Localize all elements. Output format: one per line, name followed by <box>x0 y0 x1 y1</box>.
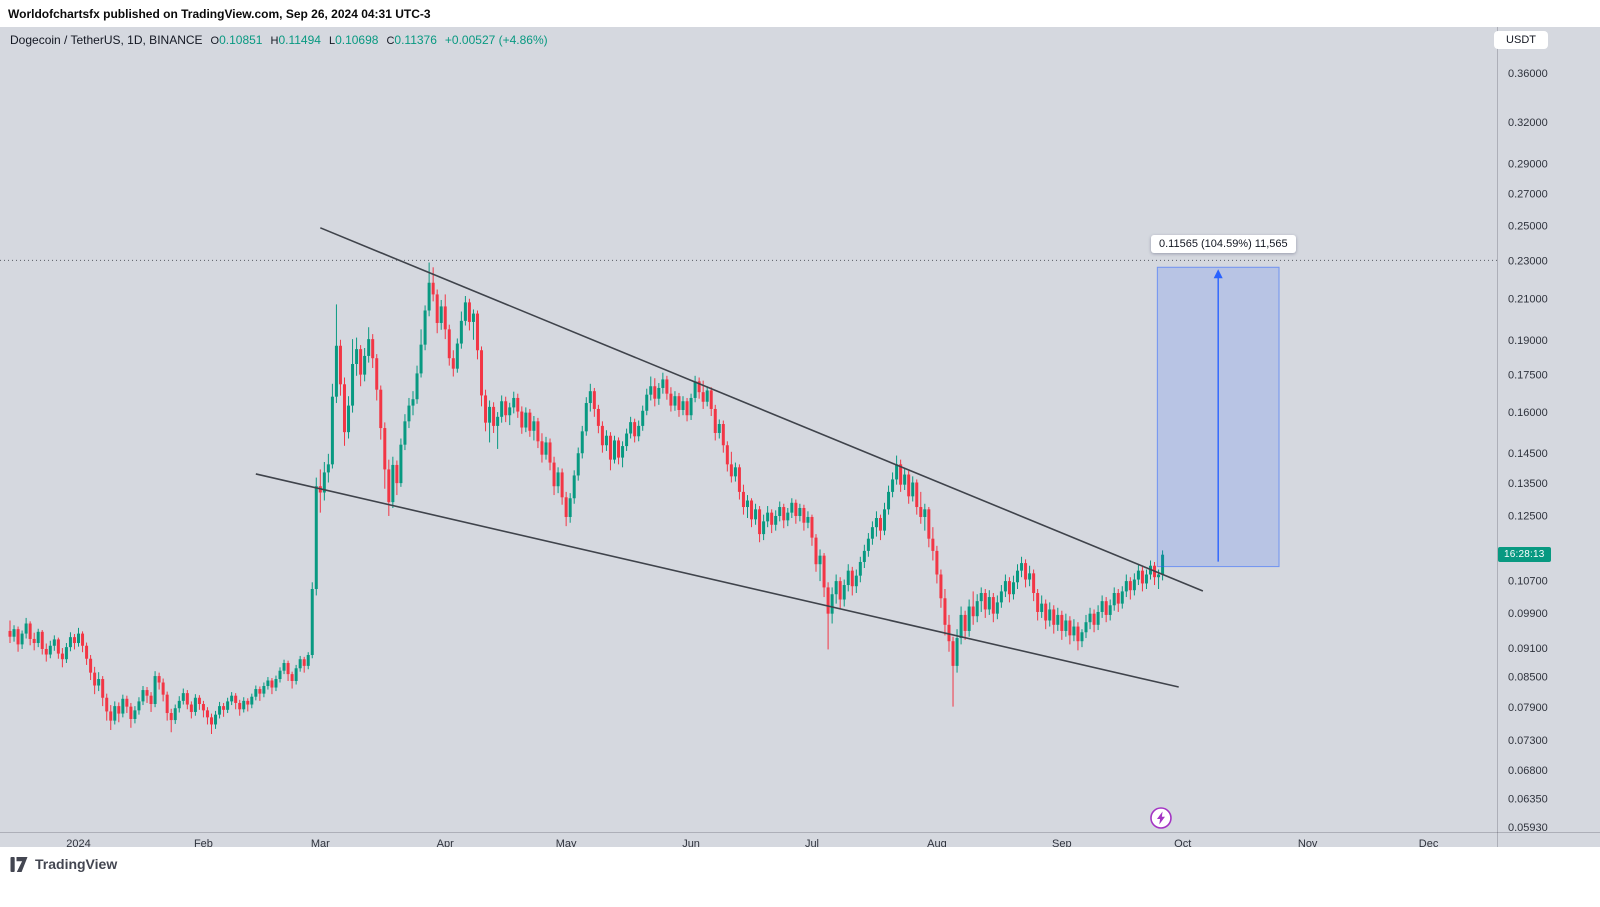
svg-text:0.25000: 0.25000 <box>1508 220 1548 232</box>
publish-info: published on TradingView.com, Sep 26, 20… <box>99 6 431 21</box>
svg-text:0.19000: 0.19000 <box>1508 335 1548 347</box>
ohlc-open: O0.10851 <box>210 33 263 47</box>
symbol-legend: Dogecoin / TetherUS, 1D, BINANCE O0.1085… <box>10 33 548 47</box>
publish-author: Worldofchartsfx <box>8 6 100 21</box>
ohlc-low: L0.10698 <box>328 33 379 47</box>
tradingview-logo-text[interactable]: TradingView <box>35 856 118 872</box>
svg-text:0.23000: 0.23000 <box>1508 255 1548 267</box>
trendline-upper[interactable] <box>320 227 1204 592</box>
svg-text:0.06800: 0.06800 <box>1508 765 1548 777</box>
publish-bar: Worldofchartsfx published on TradingView… <box>0 0 1600 27</box>
tradingview-logo-icon[interactable] <box>10 856 29 873</box>
svg-text:0.36000: 0.36000 <box>1508 68 1548 80</box>
svg-text:0.09100: 0.09100 <box>1508 643 1548 655</box>
projection-range-label[interactable]: 0.11565 (104.59%) 11,565 <box>1151 235 1296 253</box>
footer-bar: TradingView <box>0 847 1600 907</box>
svg-text:0.12500: 0.12500 <box>1508 510 1548 522</box>
svg-text:0.06350: 0.06350 <box>1508 793 1548 805</box>
svg-text:0.27000: 0.27000 <box>1508 188 1548 200</box>
svg-text:0.07900: 0.07900 <box>1508 702 1548 714</box>
symbol-title[interactable]: Dogecoin / TetherUS, 1D, BINANCE <box>10 33 203 47</box>
svg-text:0.13500: 0.13500 <box>1508 478 1548 490</box>
svg-text:0.10700: 0.10700 <box>1508 575 1548 587</box>
ohlc-close: C0.11376 <box>386 33 437 47</box>
svg-text:0.05930: 0.05930 <box>1508 822 1548 834</box>
change-value: +0.00527 (+4.86%) <box>444 33 548 47</box>
lightning-marker-icon[interactable] <box>1150 807 1172 829</box>
currency-toggle-button[interactable]: USDT <box>1494 31 1548 49</box>
svg-text:0.07300: 0.07300 <box>1508 735 1548 747</box>
svg-text:0.29000: 0.29000 <box>1508 158 1548 170</box>
price-axis[interactable]: 0.36000 0.32000 0.29000 0.27000 0.25000 0.230… <box>1508 68 1548 834</box>
svg-text:0.08500: 0.08500 <box>1508 672 1548 684</box>
projection-arrowhead <box>1213 269 1223 279</box>
svg-text:0.21000: 0.21000 <box>1508 293 1548 305</box>
svg-text:0.32000: 0.32000 <box>1508 117 1548 129</box>
chart-background <box>0 27 1600 856</box>
svg-text:0.16000: 0.16000 <box>1508 407 1548 419</box>
ohlc-high: H0.11494 <box>270 33 321 47</box>
candles-series[interactable] <box>8 262 1165 734</box>
svg-text:0.09900: 0.09900 <box>1508 608 1548 620</box>
trendline-lower[interactable] <box>255 473 1179 688</box>
bar-close-countdown: 16:28:13 <box>1498 547 1551 562</box>
svg-text:0.17500: 0.17500 <box>1508 370 1548 382</box>
svg-text:0.14500: 0.14500 <box>1508 448 1548 460</box>
